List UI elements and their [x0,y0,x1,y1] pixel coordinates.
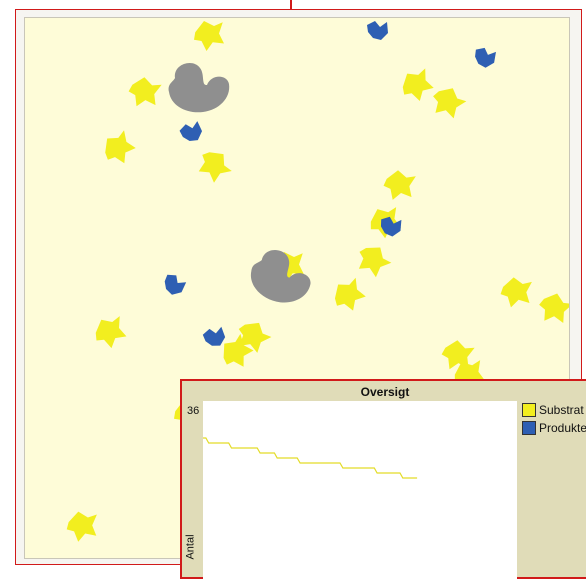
product-molecule [475,47,496,68]
legend-label-product: Produkter [539,421,586,435]
product-molecule [367,21,388,40]
y-axis-max-tick: 36 [187,405,200,417]
substrate-molecule [238,322,272,353]
overview-panel: Oversigt 36 Antal Substrat Produkter [180,379,586,581]
substrate-molecule [454,360,486,392]
legend-label-substrate: Substrat [539,403,584,417]
chart-plot-area [203,401,517,581]
product-molecule [179,121,203,141]
substrate-molecule [358,247,392,278]
legend-item-product: Produkter [522,419,586,437]
legend-swatch-substrate [522,403,536,417]
overview-title: Oversigt [360,385,410,399]
chart-legend: Substrat Produkter [522,401,586,437]
substrate-molecule [95,316,127,349]
substrate-molecule [194,21,224,51]
substrate-molecule [402,68,434,101]
substrate-molecule [539,293,569,323]
legend-swatch-product [522,421,536,435]
connector-line [290,0,292,9]
product-molecule [202,326,226,346]
substrate-molecule [334,277,366,311]
chart-svg [203,437,418,479]
enzyme-molecule [168,63,230,113]
legend-item-substrate: Substrat [522,401,586,419]
world-canvas [66,21,569,542]
y-axis-label: Antal [184,534,197,560]
series-line-substrate [203,437,418,479]
substrate-molecule [128,77,162,107]
substrate-molecule [500,277,532,308]
substrate-molecule [223,333,254,367]
substrate-molecule [441,340,475,370]
substrate-molecule [198,152,232,183]
substrate-molecule [66,511,97,542]
product-molecule [164,274,187,295]
enzyme-molecule [250,250,311,303]
substrate-molecule [383,170,416,200]
product-molecule [380,216,402,237]
substrate-molecule [105,130,136,164]
substrate-molecule [433,88,467,119]
